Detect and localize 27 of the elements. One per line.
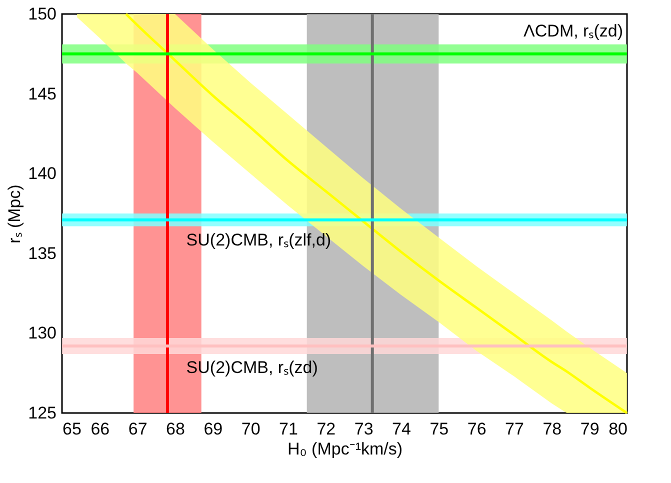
x-tick-label: 65 — [62, 420, 82, 438]
y-tick-label: 135 — [28, 244, 56, 263]
x-tick-label: 74 — [392, 420, 411, 438]
x-tick-label: 79 — [580, 420, 600, 438]
y-tick-label: 130 — [28, 324, 56, 343]
x-tick-label: 69 — [204, 420, 223, 438]
y-axis-title: rₛ (Mpc) — [5, 184, 24, 244]
band-label: ΛCDM, rₛ(zd) — [524, 21, 623, 40]
y-tick-label: 150 — [28, 4, 56, 24]
x-tick-label: 67 — [128, 420, 148, 438]
band-label: SU(2)CMB, rₛ(zlf,d) — [186, 230, 332, 250]
x-tick-label: 75 — [430, 420, 449, 438]
x-tick-label: 72 — [316, 420, 336, 438]
x-tick-label: 71 — [279, 420, 298, 438]
x-tick-label: 66 — [90, 420, 110, 438]
y-tick-label: 145 — [28, 84, 56, 104]
y-tick-label: 125 — [28, 404, 56, 422]
band-label: SU(2)CMB, rₛ(zd) — [186, 358, 318, 377]
x-tick-label: 73 — [354, 420, 374, 438]
x-axis-title: H₀ (Mpc⁻¹km/s) — [287, 440, 403, 458]
y-tick-label: 140 — [28, 164, 56, 184]
x-tick-label: 76 — [467, 420, 486, 438]
x-tick-label: 80 — [608, 420, 628, 438]
x-tick-label: 77 — [505, 420, 524, 438]
x-tick-label: 78 — [542, 420, 562, 438]
x-tick-label: 70 — [241, 420, 260, 438]
x-tick-label: 68 — [166, 420, 185, 438]
